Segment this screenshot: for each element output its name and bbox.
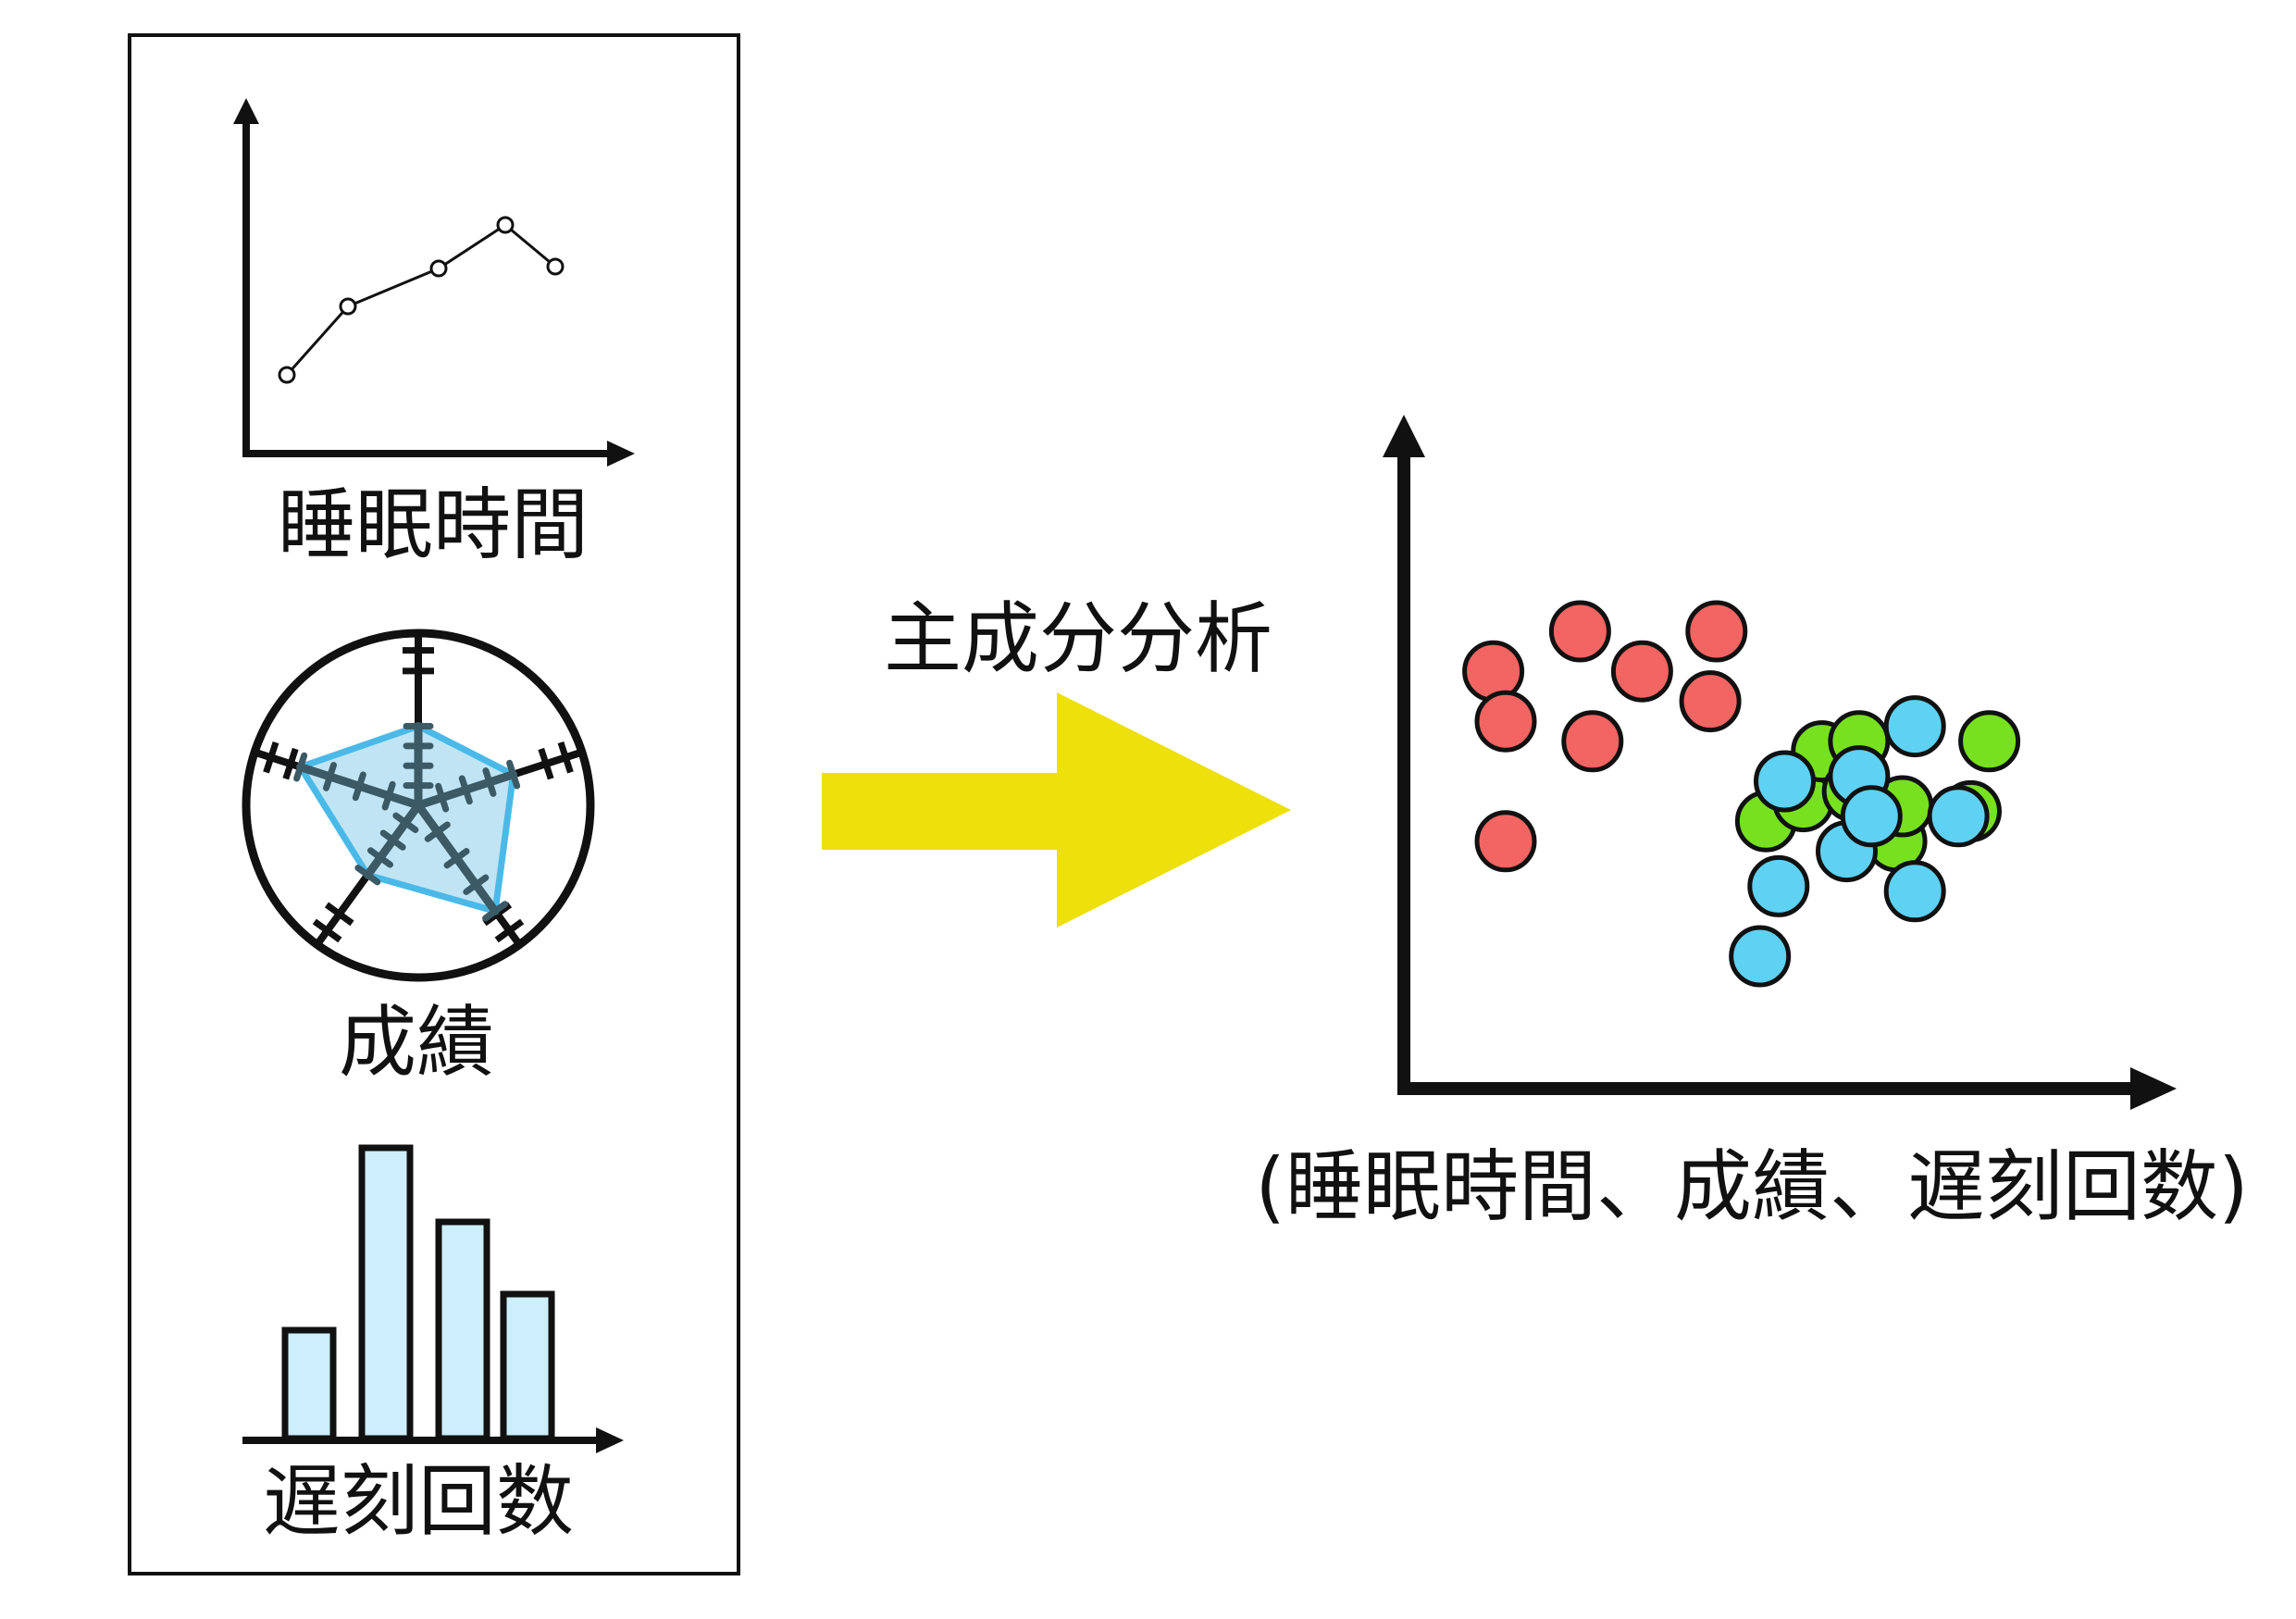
bar-chart-bar <box>435 1218 490 1442</box>
line-chart-series <box>285 223 556 376</box>
scatter-point <box>1474 690 1537 753</box>
scatter-point <box>1883 860 1946 923</box>
scatter-point <box>1474 810 1537 873</box>
scatter-point <box>1679 670 1742 733</box>
radar-inner-spokes <box>293 721 521 922</box>
line-chart-point <box>496 216 515 234</box>
radar-axis-tick <box>263 741 279 774</box>
radar-axis-tick <box>282 747 299 780</box>
radar-value-tick <box>366 847 394 868</box>
bar-chart-bar <box>281 1326 337 1442</box>
scatter-point <box>1561 710 1624 773</box>
radar-value-tick <box>322 762 337 791</box>
radar-axis-tick <box>494 918 525 943</box>
radar-value-tick <box>482 767 497 797</box>
line-chart-point <box>278 366 296 384</box>
radar-value-tick <box>482 901 509 922</box>
radar-value-tick <box>293 752 308 782</box>
line-chart-y-arrowhead <box>233 98 259 124</box>
scatter-point <box>1729 925 1792 988</box>
radar-axis-tick <box>557 741 574 774</box>
scatter-axes <box>1383 415 2177 1110</box>
line-chart-point <box>429 259 448 278</box>
line-chart-point <box>339 297 357 316</box>
bar-chart-bar <box>358 1144 414 1442</box>
bar-chart-x-arrowhead <box>596 1427 624 1453</box>
line-chart-x-arrowhead <box>607 441 635 467</box>
bar-chart-bar <box>500 1290 555 1442</box>
radar-value-tick <box>381 780 396 811</box>
radar-value-tick <box>435 782 450 813</box>
scatter-point <box>1754 750 1816 813</box>
scatter-axis-caption: (睡眠時間、成績、遅刻回数) <box>1255 1141 2249 1232</box>
radar-value-tick <box>443 848 470 869</box>
scatter-x-arrowhead <box>2130 1067 2177 1110</box>
radar-value-tick <box>506 759 521 790</box>
radar-value-tick <box>392 812 419 833</box>
radar-value-tick <box>379 829 406 851</box>
radar-value-tick <box>354 865 381 886</box>
line-chart-icon <box>233 98 635 467</box>
scatter-point <box>1883 695 1946 758</box>
line-chart-point <box>546 257 565 276</box>
radar-chart-icon <box>242 629 595 982</box>
grades-label: 成績 <box>338 997 494 1088</box>
radar-axis-tick <box>312 918 342 943</box>
radar-value-tick <box>458 775 473 805</box>
bar-chart-icon <box>242 1144 624 1453</box>
input-charts-panel <box>128 33 740 1575</box>
pca-arrow <box>822 692 1291 928</box>
scatter-point <box>1840 785 1903 848</box>
sleep-hours-label: 睡眠時間 <box>277 479 589 570</box>
radar-axis-tick <box>538 747 554 780</box>
scatter-points <box>1462 600 2021 988</box>
scatter-point <box>1747 854 1810 917</box>
scatter-point <box>1958 710 2021 773</box>
radar-axis-tick <box>324 902 354 927</box>
pca-label: 主成分分析 <box>883 593 1272 684</box>
scatter-point <box>1927 785 1990 848</box>
scatter-point <box>1610 640 1673 703</box>
scatter-y-arrowhead <box>1383 415 1425 457</box>
radar-value-tick <box>352 771 366 802</box>
radar-value-tick <box>424 821 451 842</box>
late-count-label: 遅刻回数 <box>262 1456 574 1547</box>
radar-value-tick <box>463 874 490 895</box>
scatter-point <box>1685 600 1748 663</box>
scatter-point <box>1548 600 1611 663</box>
